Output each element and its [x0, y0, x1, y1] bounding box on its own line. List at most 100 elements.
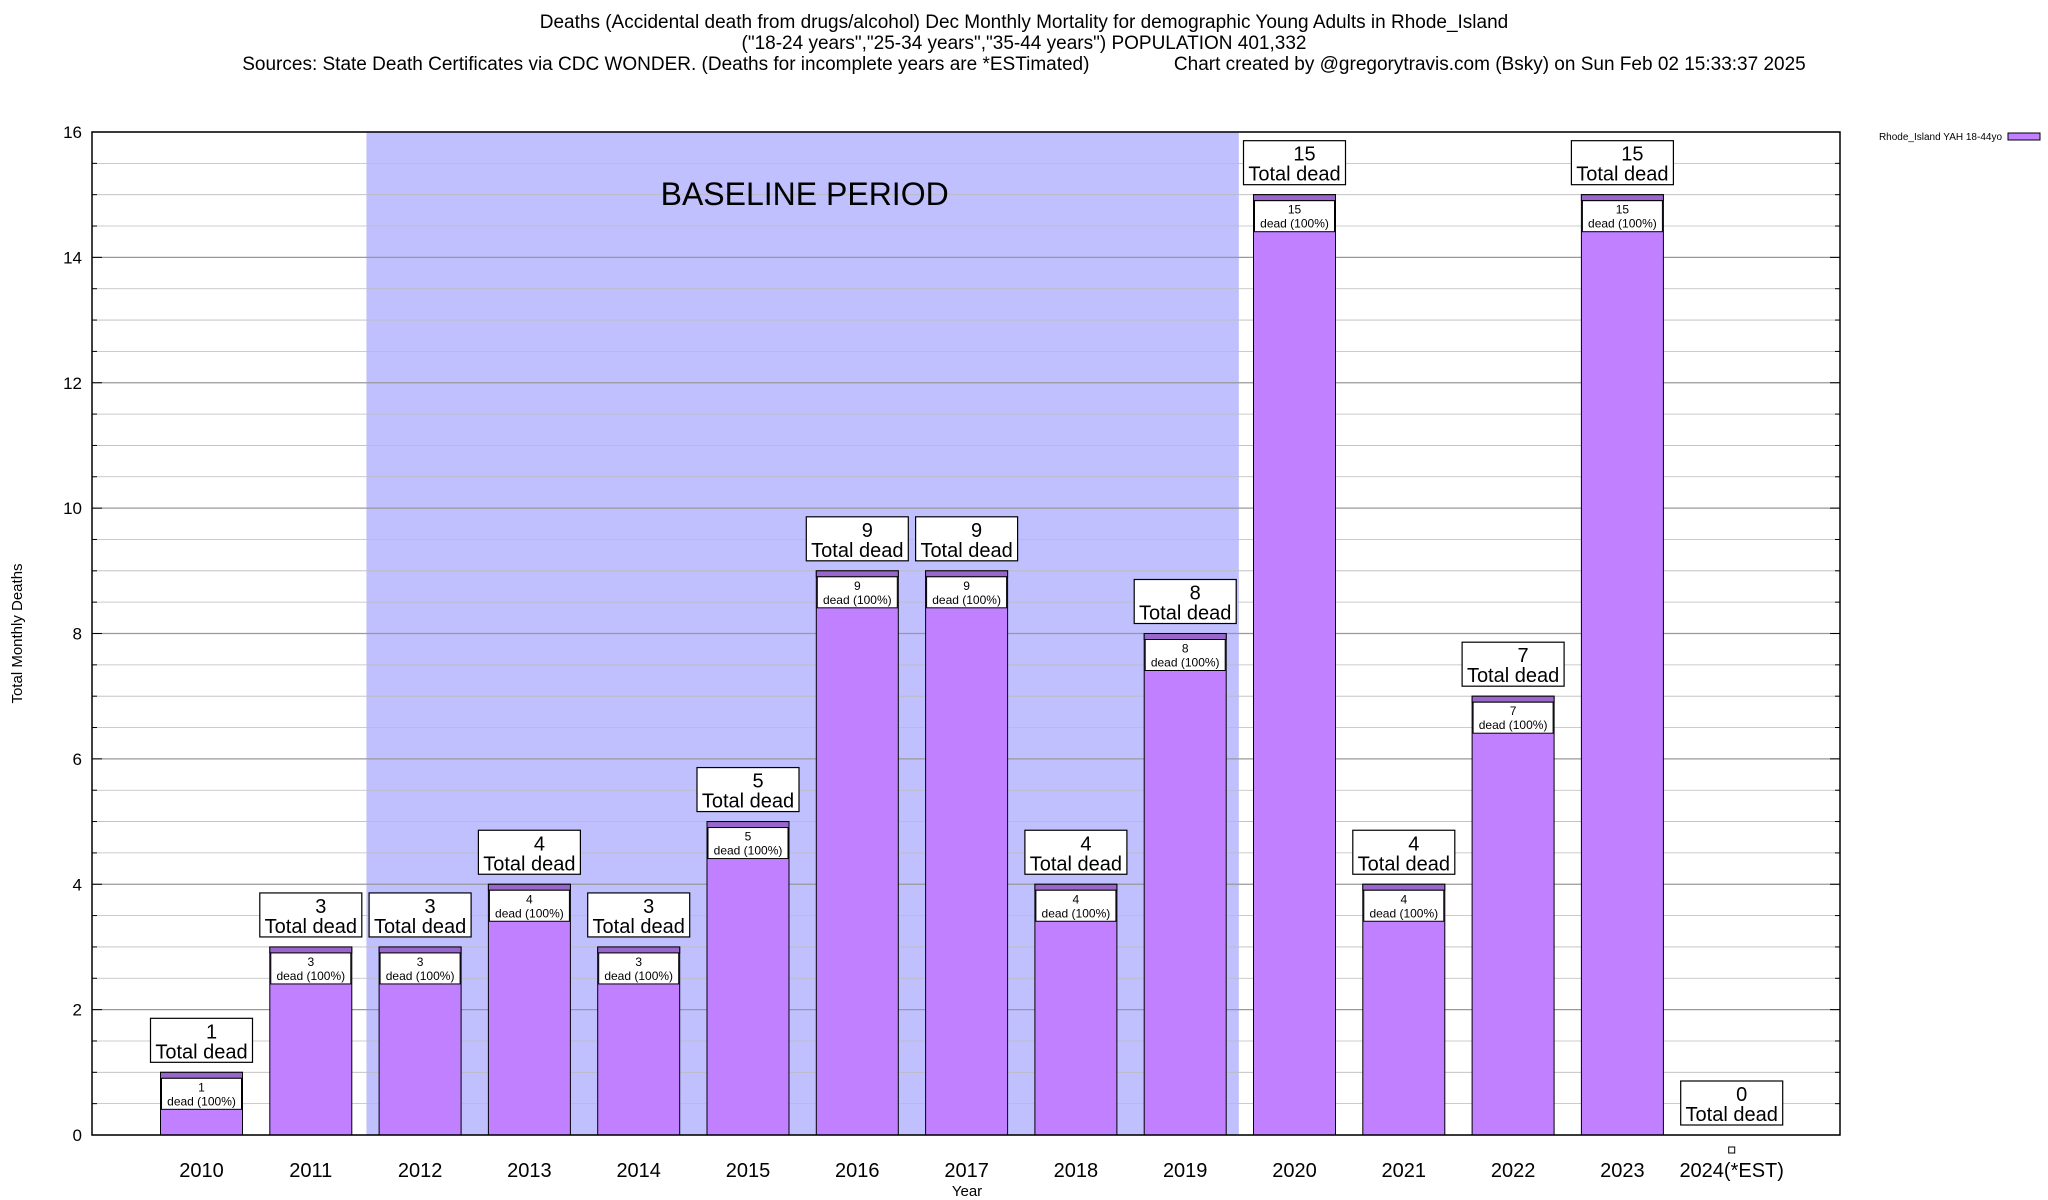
bar-label-box — [1472, 701, 1554, 734]
chart-title-block: Deaths (Accidental death from drugs/alco… — [0, 12, 2048, 75]
bar-top-band — [1580, 194, 1664, 202]
bar-label-box — [1363, 889, 1445, 922]
chart-title: Deaths (Accidental death from drugs/alco… — [539, 12, 1509, 33]
total-label-text: Total dead — [265, 916, 357, 938]
bar-label-count: 4 — [1400, 892, 1407, 906]
x-tick-label: 2019 — [1163, 1160, 1208, 1182]
total-label-box — [1242, 140, 1347, 186]
bar-top-band — [487, 883, 571, 891]
bar — [706, 821, 790, 1136]
y-tick-label: 10 — [63, 499, 82, 518]
legend-swatch — [2007, 132, 2041, 141]
bar-label-percent: dead (100%) — [386, 969, 455, 983]
bar-label-percent: dead (100%) — [167, 1094, 236, 1108]
bar — [1253, 194, 1336, 1136]
total-label-text: Total dead — [483, 853, 575, 875]
bar-top-band — [378, 946, 462, 954]
bar — [815, 570, 899, 1136]
x-tick-label: 2017 — [944, 1160, 989, 1182]
bar-label-percent: dead (100%) — [1479, 718, 1548, 732]
total-label-box — [259, 892, 363, 938]
y-axis-label: Total Monthly Deaths — [9, 563, 26, 703]
bar-label-percent: dead (100%) — [1042, 906, 1111, 920]
x-tick-label: 2013 — [507, 1160, 552, 1182]
bar-label-box — [1144, 639, 1226, 671]
bar — [925, 570, 1009, 1136]
total-label-text: Total dead — [1030, 853, 1122, 875]
total-label-box — [1570, 140, 1675, 186]
bar-top-band — [815, 570, 899, 578]
bar-label-percent: dead (100%) — [714, 844, 783, 858]
baseline-period-label: BASELINE PERIOD — [661, 176, 949, 212]
bar-top-band — [1362, 883, 1446, 891]
bar-label-box — [816, 576, 898, 609]
bar-label-box — [488, 889, 570, 922]
bar-label-percent: dead (100%) — [932, 593, 1001, 607]
bar-label-box — [1581, 200, 1663, 233]
y-tick-label: 2 — [73, 1001, 82, 1020]
total-label-box — [1461, 641, 1565, 687]
bar-top-band — [160, 1071, 243, 1079]
bar-label-percent: dead (100%) — [823, 593, 892, 607]
bar-label-count: 15 — [1616, 203, 1630, 217]
bar — [1143, 633, 1227, 1136]
total-label-text: Total dead — [1467, 665, 1559, 687]
x-tick-label: 2012 — [398, 1160, 443, 1182]
total-label-text: Total dead — [702, 791, 794, 813]
x-tick-label: 2014 — [616, 1160, 661, 1182]
total-label-box — [1133, 578, 1237, 625]
bar-label-percent: dead (100%) — [1588, 217, 1657, 231]
total-label-box — [477, 829, 581, 875]
x-tick-label: 2011 — [289, 1160, 332, 1182]
bar-label-count: 4 — [1073, 892, 1080, 906]
bar-label-box — [1035, 889, 1117, 922]
total-label-count: 4 — [534, 833, 545, 855]
total-label-text: Total dead — [1358, 853, 1450, 875]
bar — [487, 883, 571, 1136]
legend-label: Rhode_Island YAH 18-44yo — [1879, 132, 2002, 143]
total-label-text: Total dead — [374, 916, 466, 938]
bar-label-count: 5 — [745, 830, 752, 844]
bar-label-percent: dead (100%) — [495, 906, 564, 920]
y-tick-label: 8 — [73, 625, 82, 644]
x-tick-label: 2018 — [1054, 1160, 1099, 1182]
bar-top-band — [269, 946, 353, 954]
bar-top-band — [1253, 194, 1336, 202]
bar-label-box — [161, 1077, 242, 1110]
bar-label-count: 15 — [1288, 203, 1302, 217]
bar-label-box — [707, 827, 789, 860]
total-label-count: 3 — [425, 896, 436, 918]
bar-label-percent: dead (100%) — [604, 969, 673, 983]
total-label-count: 9 — [971, 520, 982, 542]
x-tick-label: 2020 — [1272, 1160, 1317, 1182]
total-label-box — [805, 516, 909, 562]
total-label-box — [1680, 1080, 1784, 1126]
bar-top-band — [1034, 883, 1118, 891]
total-label-box — [149, 1017, 254, 1063]
total-label-box — [1352, 829, 1456, 875]
bar-top-band — [706, 821, 790, 829]
x-axis-label: Year — [952, 1183, 982, 1200]
zero-marker — [1728, 1146, 1736, 1154]
bar — [1471, 695, 1555, 1136]
bar-label-percent: dead (100%) — [1151, 656, 1220, 670]
total-label-count: 9 — [862, 520, 873, 542]
total-label-count: 4 — [1408, 833, 1419, 855]
total-label-count: 8 — [1190, 583, 1201, 605]
total-label-text: Total dead — [593, 916, 685, 938]
bar-label-count: 9 — [854, 579, 861, 593]
bar-label-count: 3 — [635, 955, 642, 969]
total-label-text: Total dead — [920, 540, 1012, 562]
y-tick-label: 4 — [73, 875, 82, 894]
x-tick-label: 2023 — [1600, 1160, 1645, 1182]
bar — [1362, 883, 1446, 1136]
x-tick-label: 2010 — [179, 1160, 224, 1182]
total-label-count: 4 — [1080, 833, 1091, 855]
chart-subtitle: ("18-24 years","25-34 years","35-44 year… — [741, 33, 1307, 54]
x-tick-label: 2021 — [1382, 1160, 1427, 1182]
total-label-text: Total dead — [1576, 164, 1668, 186]
x-tick-label: 2022 — [1491, 1160, 1536, 1182]
bar-label-count: 3 — [307, 955, 314, 969]
bar — [1580, 194, 1664, 1136]
